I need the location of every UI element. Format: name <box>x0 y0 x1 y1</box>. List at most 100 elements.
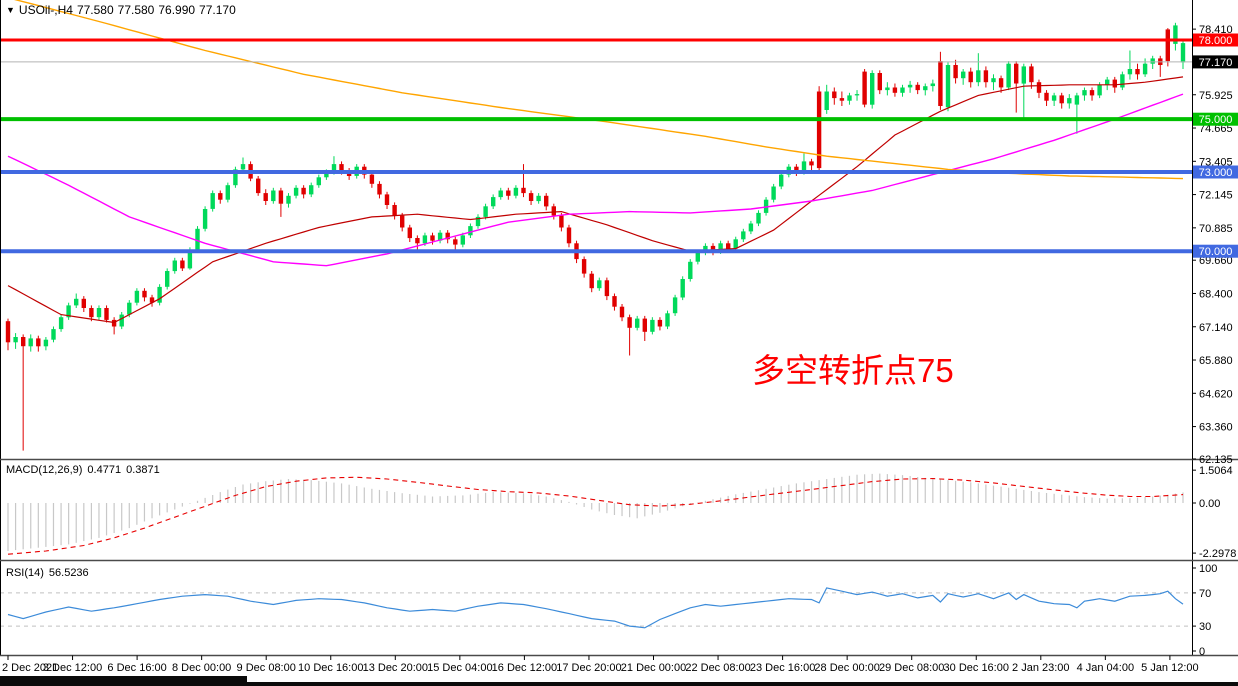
candle-body <box>240 164 246 170</box>
candle-body <box>119 314 124 327</box>
price-tick-label: 75.925 <box>1199 90 1233 102</box>
candle-body <box>680 279 685 298</box>
candle-body <box>28 338 33 347</box>
symbol-bar: ▼ USOil-,H4 77.580 77.580 76.990 77.170 <box>6 3 240 17</box>
price-tick-label: 69.660 <box>1199 255 1233 267</box>
candle-body <box>127 302 132 315</box>
candle-body <box>657 319 663 327</box>
time-label: 10 Dec 16:00 <box>298 662 363 674</box>
symbol-dropdown-icon[interactable]: ▼ <box>6 5 15 15</box>
candle-body <box>1082 90 1087 96</box>
price-badge <box>1193 55 1238 69</box>
candle-body <box>89 308 94 318</box>
candle-body <box>635 318 640 328</box>
time-label: 15 Dec 04:00 <box>427 662 492 674</box>
rsi-line <box>7 587 1184 629</box>
ma-magenta-mid <box>7 93 1184 267</box>
candle-body <box>195 228 200 250</box>
price-badge <box>1193 112 1238 126</box>
candle-body <box>384 194 390 205</box>
price-tick-label: 63.360 <box>1199 422 1233 434</box>
price-tick-label: 67.140 <box>1199 322 1233 334</box>
candle-body <box>892 87 898 93</box>
bottom-scrollbar-thumb[interactable] <box>0 676 247 686</box>
candle-body <box>331 164 337 172</box>
candle-body <box>218 193 223 200</box>
time-label: 30 Dec 16:00 <box>944 662 1009 674</box>
candle-body <box>824 91 829 110</box>
candle-body <box>43 339 49 347</box>
candle-body <box>945 65 951 108</box>
candle-body <box>816 91 822 169</box>
candle-body <box>202 209 208 229</box>
candle-body <box>1044 92 1049 101</box>
candle-body <box>256 178 261 194</box>
candle-body <box>726 243 731 249</box>
candle-body <box>453 239 458 245</box>
candle-body <box>180 260 185 269</box>
candle-body <box>521 187 526 194</box>
candle-body <box>832 91 837 99</box>
candle-body <box>513 187 519 196</box>
macd-indicator-label: MACD(12,26,9) 0.4771 0.3871 <box>6 464 165 476</box>
candle-body <box>1142 63 1148 75</box>
candle-body <box>1097 84 1102 96</box>
ma-red-fast <box>7 76 1184 324</box>
candle-body <box>551 206 556 216</box>
rsi-axis-label: 70 <box>1199 588 1211 600</box>
candle-body <box>1150 58 1155 64</box>
rsi-axis-label: 30 <box>1199 621 1211 633</box>
candle-body <box>51 329 56 340</box>
candle-body <box>430 235 435 241</box>
candle-body <box>619 306 625 318</box>
candle-body <box>142 290 147 298</box>
price-badge-label: 78.000 <box>1199 35 1233 47</box>
symbol-name: USOil-,H4 <box>18 3 73 17</box>
candle-body <box>938 61 943 106</box>
price-badge <box>1193 33 1238 47</box>
candle-body <box>612 296 617 307</box>
macd-signal-value: 0.3871 <box>126 464 160 476</box>
bottom-bar <box>0 682 1238 686</box>
time-label: 21 Dec 00:00 <box>621 662 686 674</box>
candle-body <box>263 193 268 201</box>
candle-body <box>506 190 511 196</box>
candle-body <box>581 259 587 274</box>
price-tick-label: 74.665 <box>1199 123 1233 135</box>
candle-body <box>468 226 473 236</box>
candle-body <box>134 290 140 303</box>
candle-body <box>1120 74 1125 88</box>
price-tick-label: 65.880 <box>1199 355 1233 367</box>
candle-body <box>286 195 291 204</box>
candle-body <box>172 260 177 272</box>
candle-body <box>1067 98 1072 104</box>
candle-body <box>536 195 541 202</box>
candle-body <box>1173 25 1178 44</box>
candle-body <box>233 169 238 186</box>
candle-body <box>111 319 117 327</box>
price-badge-label: 73.000 <box>1199 167 1233 179</box>
candle-body <box>718 243 723 252</box>
candle-body <box>437 232 443 241</box>
candle-body <box>877 73 882 91</box>
ohlc-close: 77.170 <box>199 3 236 17</box>
candle-body <box>597 280 602 289</box>
candle-body <box>483 206 488 217</box>
candle-body <box>392 205 397 216</box>
price-tick-label: 78.410 <box>1199 24 1233 36</box>
candle-body <box>187 249 193 269</box>
price-badge <box>1193 244 1238 258</box>
candle-body <box>953 65 958 79</box>
candle-body <box>445 232 450 240</box>
candle-body <box>771 186 776 200</box>
candle-body <box>81 298 86 308</box>
candle-body <box>1006 63 1011 88</box>
candle-body <box>566 227 572 244</box>
time-label: 28 Dec 00:00 <box>814 662 879 674</box>
candle-body <box>1112 79 1117 88</box>
candle-body <box>627 317 632 328</box>
candle-body <box>377 183 382 195</box>
candle-body <box>58 317 64 330</box>
candle-body <box>1165 29 1170 62</box>
